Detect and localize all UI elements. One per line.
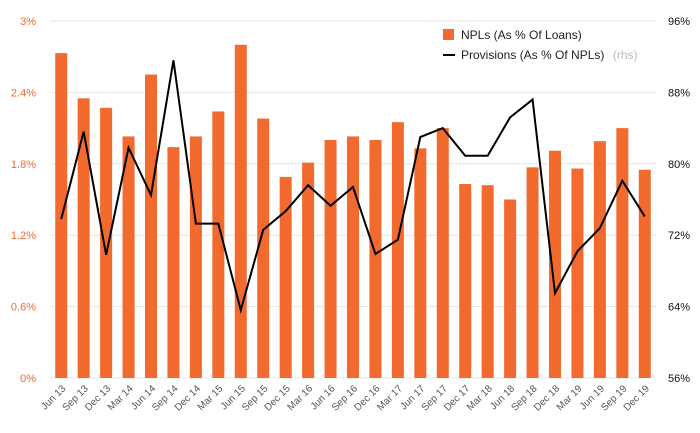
npl-bar: [526, 167, 539, 378]
npl-bar: [145, 74, 157, 379]
left-tick-label: 1.8%: [11, 159, 36, 171]
npl-bar: [504, 199, 517, 378]
legend-npl-label: NPLs (As % Of Loans): [461, 28, 582, 42]
npl-bar: [414, 148, 427, 378]
npl-bar: [616, 128, 629, 378]
npl-bar: [347, 136, 359, 378]
left-axis: 0% 0.6% 1.2% 1.8% 2.4% 3%: [11, 16, 36, 385]
legend-provisions-label: Provisions (As % Of NPLs) (rhs): [461, 46, 638, 63]
right-tick-label: 88%: [668, 87, 690, 99]
npl-bar: [571, 168, 584, 378]
left-tick-label: 0.6%: [11, 302, 36, 314]
npl-bar: [369, 140, 382, 378]
legend-provisions-note: (rhs): [613, 48, 638, 62]
x-tick-label: Mar 19: [555, 383, 585, 413]
npl-bar: [100, 107, 113, 379]
npl-bar: [189, 136, 202, 378]
right-tick-label: 72%: [668, 230, 690, 242]
npl-bar: [279, 176, 292, 378]
npl-bar: [234, 44, 247, 379]
npl-bar: [593, 141, 606, 378]
x-tick-label: Dec 19: [622, 383, 652, 413]
x-tick-label: Mar 14: [106, 383, 136, 413]
left-tick-label: 0%: [20, 373, 36, 385]
right-tick-label: 64%: [668, 302, 690, 314]
npl-bar: [302, 162, 315, 378]
npl-bar: [549, 150, 561, 378]
npl-bar: [122, 136, 135, 378]
legend-provisions-text: Provisions (As % Of NPLs): [461, 48, 604, 62]
right-tick-label: 56%: [668, 373, 690, 385]
left-tick-label: 1.2%: [11, 230, 36, 242]
npl-bar: [257, 118, 270, 378]
left-tick-label: 2.4%: [11, 87, 36, 99]
x-tick-label: Mar 15: [196, 383, 226, 413]
npl-bar: [436, 128, 449, 378]
npl-bar: [77, 98, 90, 378]
provisions-line-group: [60, 60, 646, 315]
left-tick-label: 3%: [20, 16, 36, 28]
npl-bars: [55, 44, 651, 379]
right-axis: 56% 64% 72% 80% 88% 96%: [668, 16, 690, 385]
npl-bar: [459, 184, 472, 378]
npl-bar: [391, 122, 404, 379]
npl-bar: [638, 169, 651, 378]
legend: NPLs (As % Of Loans) Provisions (As % Of…: [443, 28, 638, 63]
x-tick-label: Mar 18: [465, 383, 495, 413]
x-tick-label: Mar 16: [285, 383, 315, 413]
right-tick-label: 96%: [668, 16, 690, 28]
legend-npl-swatch: [443, 29, 454, 40]
npl-bar: [481, 185, 494, 378]
right-tick-label: 80%: [668, 159, 690, 171]
x-tick-label: Mar 17: [375, 383, 405, 413]
npl-bar: [167, 147, 180, 378]
npl-bar: [324, 140, 337, 378]
provisions-line: [60, 60, 646, 315]
npl-bar: [212, 111, 225, 378]
